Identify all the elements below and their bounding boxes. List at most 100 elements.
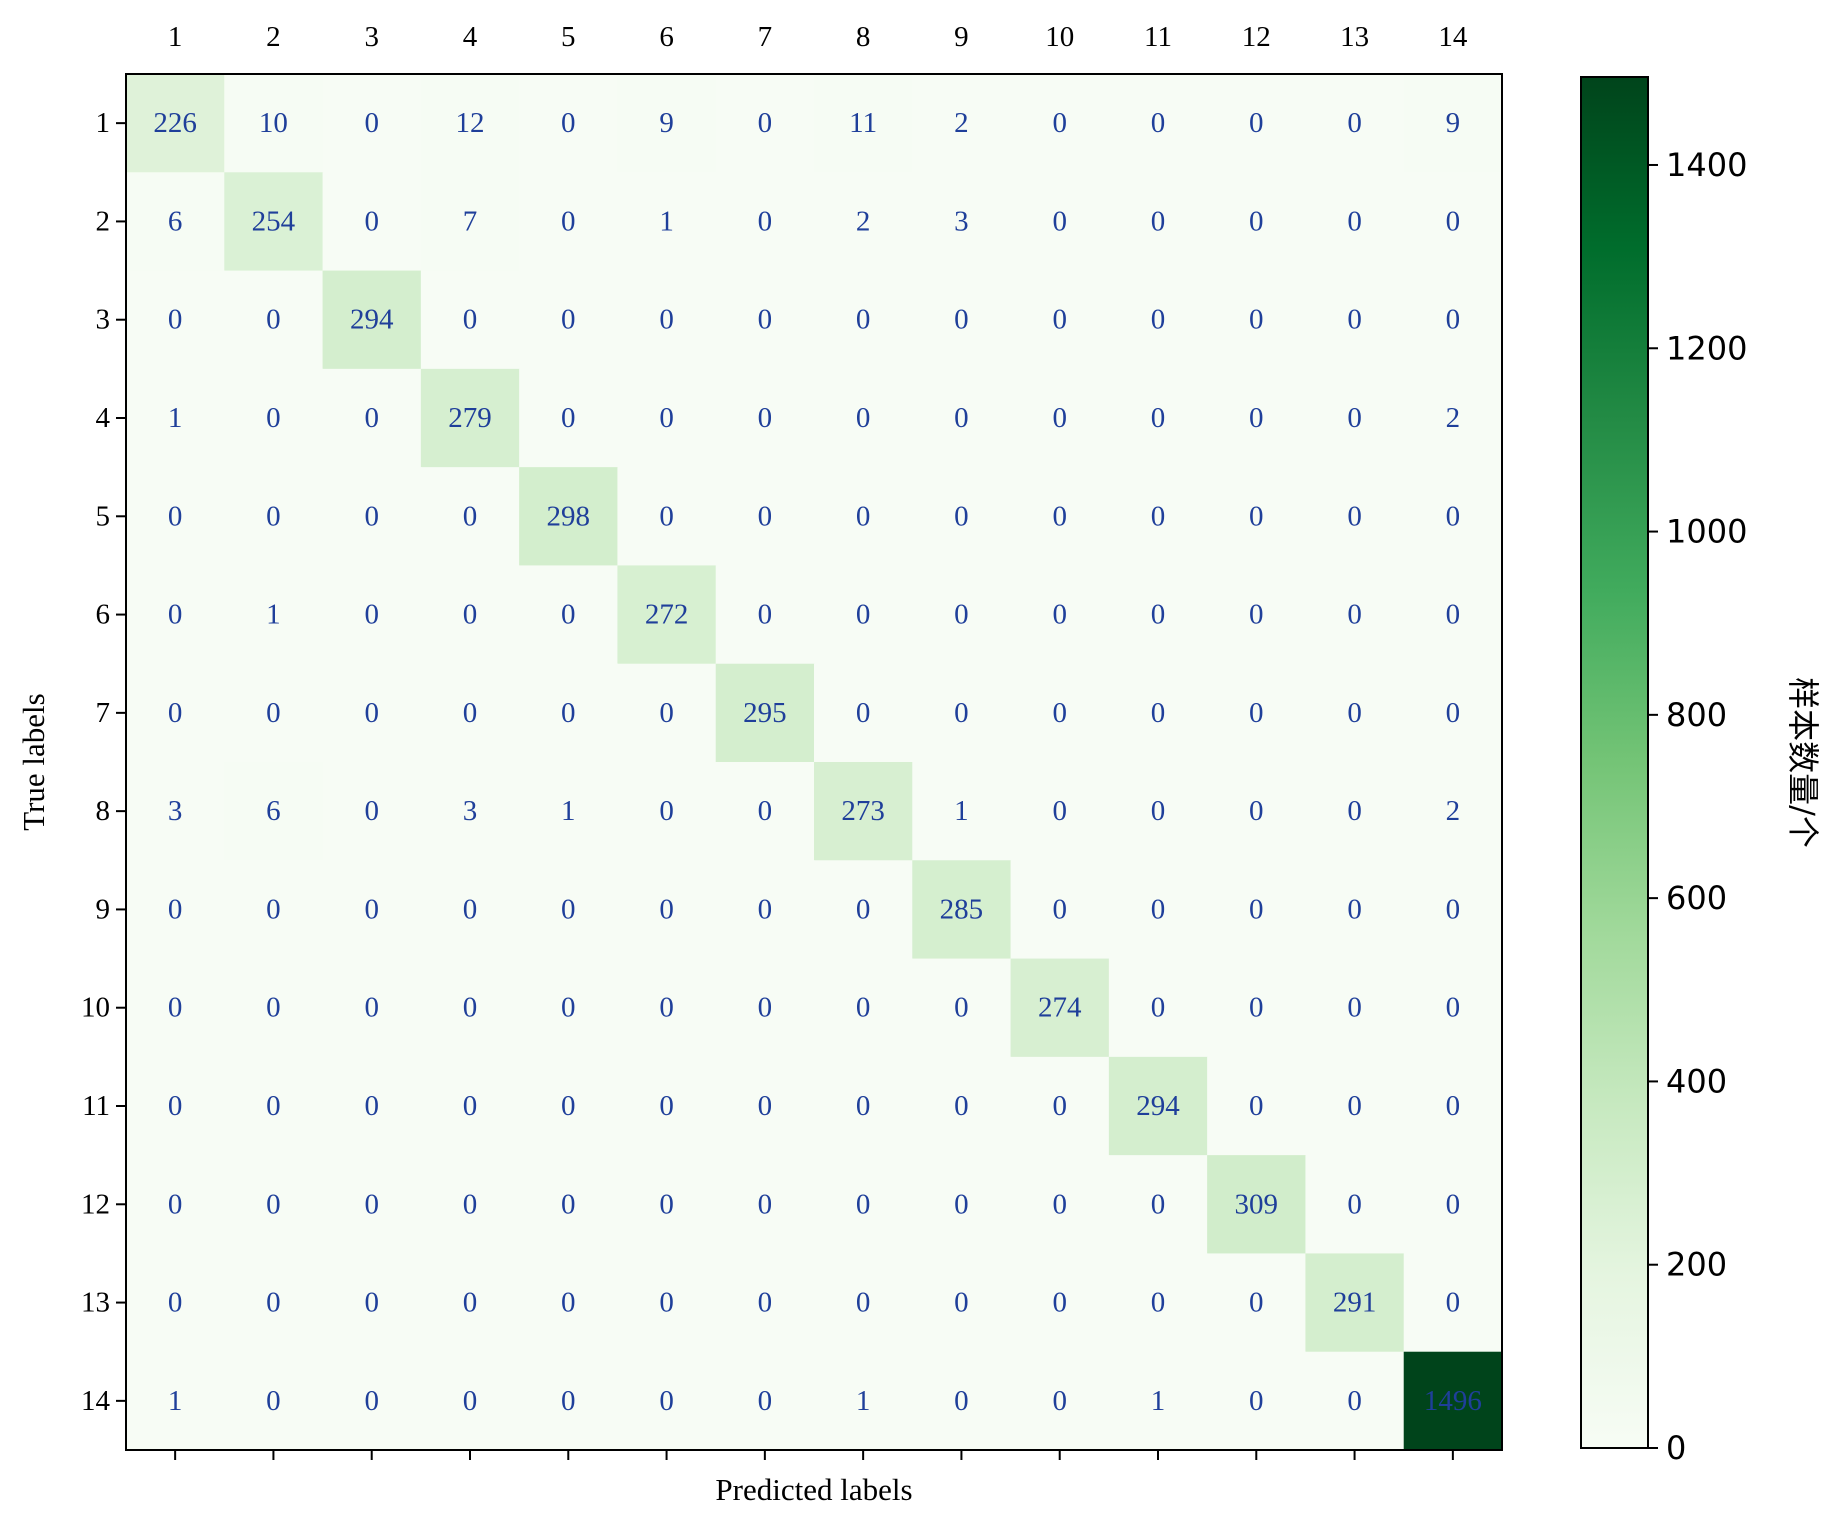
cell-label-r6-c10: 0 xyxy=(1052,599,1067,631)
heatmap-cell-r14-c1 xyxy=(126,1351,225,1451)
plot-frame xyxy=(125,73,1503,1451)
x-tick-label-4: 4 xyxy=(463,21,478,53)
cell-label-r4-c10: 0 xyxy=(1052,402,1067,434)
x-tick-label-5: 5 xyxy=(561,21,576,53)
heatmap-cell-r11-c8 xyxy=(814,1056,913,1156)
heatmap-cell-r9-c9 xyxy=(912,860,1012,960)
cell-label-r9-c9: 285 xyxy=(940,893,984,925)
cell-label-r10-c3: 0 xyxy=(364,992,379,1024)
cell-label-r12-c1: 0 xyxy=(168,1188,183,1220)
cell-label-r6-c14: 0 xyxy=(1446,599,1461,631)
heatmap-cell-r12-c14 xyxy=(1403,1155,1503,1255)
heatmap-cell-r11-c10 xyxy=(1010,1056,1110,1156)
cell-label-r2-c13: 0 xyxy=(1347,205,1362,237)
cell-label-r11-c6: 0 xyxy=(659,1090,674,1122)
cell-label-r3-c10: 0 xyxy=(1052,304,1067,336)
y-tick-label-13: 13 xyxy=(81,1287,110,1319)
heatmap-cell-r5-c10 xyxy=(1010,467,1110,567)
cell-label-r11-c3: 0 xyxy=(364,1090,379,1122)
heatmap-cell-r6-c8 xyxy=(814,565,913,665)
heatmap-cell-r2-c5 xyxy=(519,172,619,272)
colorbar-tick-label-400: 400 xyxy=(1666,1062,1727,1100)
heatmap-cell-r2-c10 xyxy=(1010,172,1110,272)
colorbar-tick-label-0: 0 xyxy=(1666,1429,1686,1467)
heatmap-cell-r9-c2 xyxy=(224,860,324,960)
heatmap-cell-r7-c3 xyxy=(322,663,422,763)
heatmap-cell-r7-c10 xyxy=(1010,663,1110,763)
heatmap-cell-r4-c2 xyxy=(224,368,324,468)
cell-label-r7-c11: 0 xyxy=(1151,697,1166,729)
heatmap-cell-r8-c9 xyxy=(912,762,1012,861)
heatmap-cell-r8-c7 xyxy=(715,762,815,861)
heatmap-cell-r6-c3 xyxy=(322,565,422,665)
heatmap-cell-r6-c9 xyxy=(912,565,1012,665)
heatmap-cell-r2-c1 xyxy=(126,172,225,272)
heatmap-cell-r6-c6 xyxy=(617,565,717,665)
cell-label-r14-c5: 0 xyxy=(561,1385,576,1417)
y-axis-title: True labels xyxy=(16,693,51,831)
heatmap-cell-r7-c1 xyxy=(126,663,225,763)
heatmap-cell-r2-c12 xyxy=(1207,172,1307,272)
cell-label-r6-c13: 0 xyxy=(1347,599,1362,631)
heatmap-cell-r14-c5 xyxy=(519,1351,619,1451)
heatmap-cell-r11-c6 xyxy=(617,1056,717,1156)
heatmap-cell-r5-c12 xyxy=(1207,467,1307,567)
cell-label-r9-c4: 0 xyxy=(463,893,478,925)
x-tick-label-7: 7 xyxy=(758,21,773,53)
cell-label-r8-c12: 0 xyxy=(1249,795,1264,827)
heatmap-cell-r5-c3 xyxy=(322,467,422,567)
cell-label-r6-c7: 0 xyxy=(758,599,773,631)
cell-label-r1-c7: 0 xyxy=(758,107,773,139)
heatmap-cell-r4-c3 xyxy=(322,368,422,468)
heatmap-cell-r3-c5 xyxy=(519,270,619,370)
x-tick-label-12: 12 xyxy=(1242,21,1271,53)
cell-label-r10-c1: 0 xyxy=(168,992,183,1024)
cell-label-r10-c12: 0 xyxy=(1249,992,1264,1024)
cell-label-r1-c14: 9 xyxy=(1446,107,1461,139)
cell-label-r8-c7: 0 xyxy=(758,795,773,827)
heatmap-cell-r7-c11 xyxy=(1108,663,1208,763)
x-tick-label-11: 11 xyxy=(1144,21,1172,53)
cell-label-r3-c12: 0 xyxy=(1249,304,1264,336)
heatmap-cell-r10-c5 xyxy=(519,958,619,1058)
heatmap-cell-r9-c10 xyxy=(1010,860,1110,960)
cell-label-r10-c2: 0 xyxy=(266,992,281,1024)
heatmap-cell-r6-c5 xyxy=(519,565,619,665)
cell-label-r4-c8: 0 xyxy=(856,402,871,434)
cell-label-r9-c11: 0 xyxy=(1151,893,1166,925)
heatmap-cell-r13-c11 xyxy=(1108,1253,1208,1353)
heatmap-cell-r12-c6 xyxy=(617,1155,717,1255)
cell-label-r5-c3: 0 xyxy=(364,500,379,532)
cell-label-r7-c8: 0 xyxy=(856,697,871,729)
cell-label-r3-c11: 0 xyxy=(1151,304,1166,336)
heatmap-cell-r4-c1 xyxy=(126,368,225,468)
cell-label-r2-c2: 254 xyxy=(252,205,296,237)
heatmap-cell-r10-c7 xyxy=(715,958,815,1058)
cell-label-r3-c5: 0 xyxy=(561,304,576,336)
x-tick-label-14: 14 xyxy=(1438,21,1468,53)
heatmap-cell-r12-c9 xyxy=(912,1155,1012,1255)
heatmap-cell-r4-c8 xyxy=(814,368,913,468)
cell-label-r7-c3: 0 xyxy=(364,697,379,729)
cell-label-r13-c10: 0 xyxy=(1052,1287,1067,1319)
cell-label-r1-c1: 226 xyxy=(153,107,197,139)
cell-label-r1-c3: 0 xyxy=(364,107,379,139)
cell-label-r8-c5: 1 xyxy=(561,795,576,827)
cell-label-r8-c4: 3 xyxy=(463,795,478,827)
heatmap-cell-r8-c4 xyxy=(420,762,520,861)
cell-label-r13-c7: 0 xyxy=(758,1287,773,1319)
cell-label-r1-c13: 0 xyxy=(1347,107,1362,139)
heatmap-cell-r13-c14 xyxy=(1403,1253,1503,1353)
heatmap-cell-r3-c11 xyxy=(1108,270,1208,370)
heatmap-cell-r11-c14 xyxy=(1403,1056,1503,1156)
cell-label-r3-c2: 0 xyxy=(266,304,281,336)
heatmap-cell-r1-c8 xyxy=(814,74,913,173)
cell-label-r10-c5: 0 xyxy=(561,992,576,1024)
cell-label-r14-c4: 0 xyxy=(463,1385,478,1417)
cell-label-r13-c4: 0 xyxy=(463,1287,478,1319)
cell-label-r12-c14: 0 xyxy=(1446,1188,1461,1220)
cell-label-r1-c2: 10 xyxy=(259,107,288,139)
heatmap-cell-r6-c11 xyxy=(1108,565,1208,665)
heatmap-cell-r1-c2 xyxy=(224,74,324,173)
